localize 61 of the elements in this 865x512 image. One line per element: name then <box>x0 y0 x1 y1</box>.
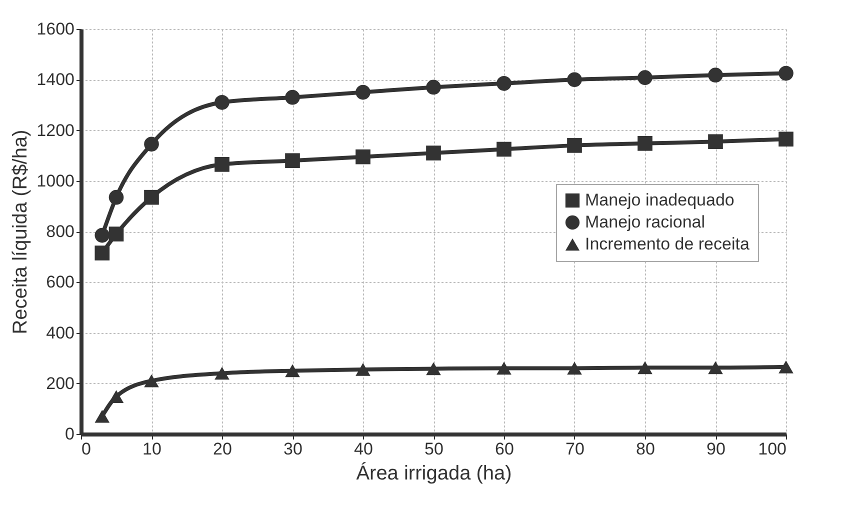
point <box>638 70 652 85</box>
point <box>638 136 652 151</box>
point <box>567 138 582 153</box>
point <box>285 90 300 105</box>
x-tick-label: 70 <box>566 440 584 458</box>
point <box>356 84 370 100</box>
legend-label: Incremento de receita <box>585 234 750 254</box>
legend-label: Manejo racional <box>585 212 706 232</box>
point <box>214 157 230 172</box>
point <box>108 190 124 205</box>
point <box>144 374 159 388</box>
x-tick-label: 100 <box>758 440 786 458</box>
point <box>496 362 512 375</box>
point <box>708 134 723 150</box>
point <box>778 66 794 81</box>
y-tick-label: 0 <box>65 424 74 444</box>
point <box>708 361 723 374</box>
point <box>214 95 230 110</box>
point <box>356 149 370 164</box>
x-tick-label: 10 <box>142 440 162 458</box>
point <box>214 366 230 380</box>
y-tick-label: 400 <box>46 323 74 342</box>
point <box>285 364 300 378</box>
x-tick-label: 60 <box>495 440 514 458</box>
point <box>567 72 582 88</box>
x-tick-label: 30 <box>284 440 302 458</box>
x-tick-label: 40 <box>354 440 373 458</box>
y-tick-label: 1200 <box>36 120 74 140</box>
point <box>638 361 652 374</box>
x-tick-label: 90 <box>706 440 726 458</box>
point <box>708 68 723 82</box>
y-tick-label: 1000 <box>36 171 74 190</box>
point <box>356 363 370 376</box>
y-tick-label: 200 <box>46 374 74 393</box>
point <box>496 76 512 91</box>
y-tick-label: 800 <box>46 222 74 241</box>
point <box>426 146 441 160</box>
x-tick-label: 20 <box>213 440 232 458</box>
y-tick-label: 600 <box>46 272 74 292</box>
point <box>567 362 582 375</box>
point <box>108 390 124 403</box>
point <box>426 362 441 376</box>
point <box>94 410 110 423</box>
x-tick-label: 80 <box>636 440 655 458</box>
y-tick-label: 1600 <box>36 20 74 38</box>
point <box>778 360 794 374</box>
x-axis-title: Área irrigada (ha) <box>356 462 512 484</box>
point <box>426 80 441 95</box>
point <box>496 142 512 157</box>
y-tick-label: 1400 <box>36 70 74 90</box>
point <box>285 153 300 168</box>
point <box>108 226 124 242</box>
point <box>778 132 794 147</box>
x-tick-label: 50 <box>424 440 444 458</box>
point <box>94 246 110 260</box>
x-tick-label: 0 <box>82 440 91 458</box>
legend-label: Manejo inadequado <box>585 190 734 210</box>
point <box>94 228 110 243</box>
point <box>144 190 159 205</box>
point <box>144 136 159 152</box>
y-axis-title: Receita líquida (R$/ha) <box>10 130 32 334</box>
